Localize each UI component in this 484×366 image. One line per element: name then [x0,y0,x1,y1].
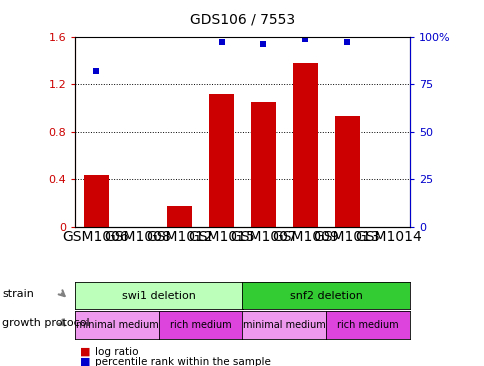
Bar [209,94,234,227]
Text: growth protocol: growth protocol [2,318,90,328]
Text: swi1 deletion: swi1 deletion [121,291,196,300]
Text: percentile rank within the sample: percentile rank within the sample [94,356,270,366]
Text: GDS106 / 7553: GDS106 / 7553 [190,13,294,27]
Text: strain: strain [2,289,34,299]
Text: snf2 deletion: snf2 deletion [289,291,362,300]
Bar [83,175,108,227]
Bar [167,205,192,227]
Text: minimal medium: minimal medium [242,320,325,330]
Text: rich medium: rich medium [169,320,231,330]
Text: rich medium: rich medium [336,320,398,330]
Bar [292,63,317,227]
Text: ■: ■ [80,356,91,366]
Text: log ratio: log ratio [94,347,138,357]
Bar [334,116,359,227]
Text: ■: ■ [80,347,91,357]
Text: minimal medium: minimal medium [76,320,158,330]
Bar [250,102,275,227]
